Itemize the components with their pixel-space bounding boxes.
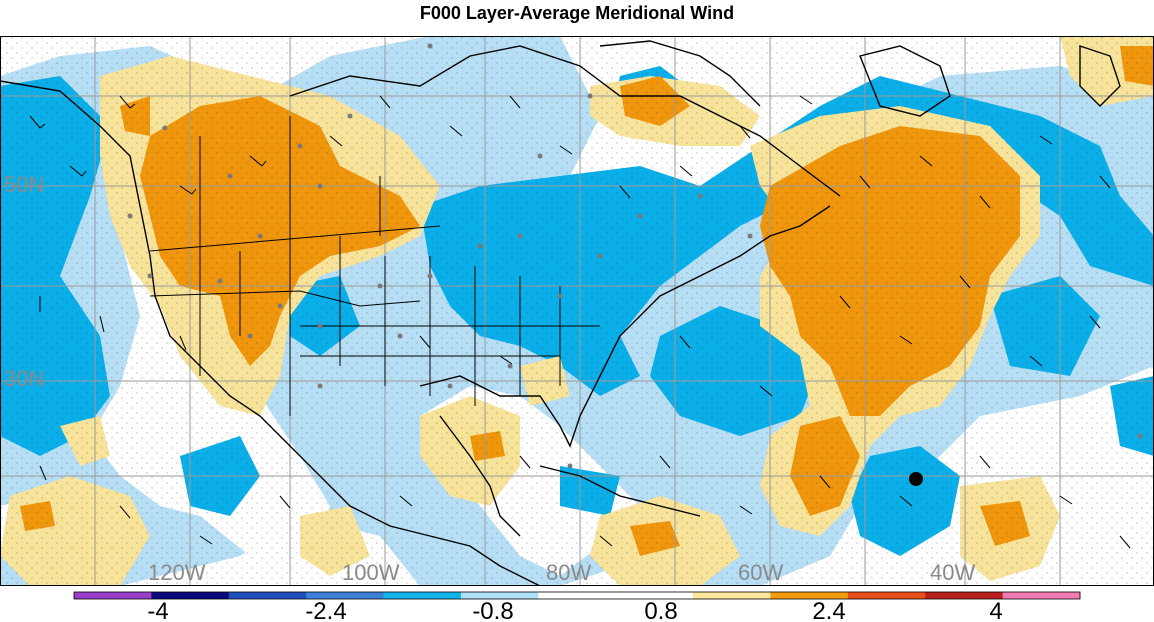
lat-label-50n: 50N — [4, 172, 44, 197]
stipple-overlay — [0, 36, 1154, 586]
station-dots — [127, 43, 1143, 469]
wind-barbs — [29, 95, 1131, 549]
lon-label-120w: 120W — [148, 560, 206, 585]
colorbar-swatch — [693, 592, 771, 599]
colorbar-frame — [73, 591, 1081, 600]
colorbar-tick-label: -0.8 — [472, 598, 513, 622]
lon-label-100w: 100W — [342, 560, 400, 585]
colorbar-tick-label: 2.4 — [812, 598, 845, 622]
colorbar-swatch — [847, 592, 926, 599]
colorbar-swatch — [306, 592, 385, 599]
lon-label-60w: 60W — [738, 560, 783, 585]
meridional-wind-map: 50N 30N 120W 100W 80W 60W 40W — [0, 36, 1154, 586]
colorbar-tick-label: -4 — [147, 598, 168, 622]
colorbar-swatch — [74, 592, 152, 599]
lat-label-30n: 30N — [4, 366, 44, 391]
colorbar-swatch — [228, 592, 307, 599]
colorbar-swatch — [383, 592, 462, 599]
colorbar-tick-label: 0.8 — [644, 598, 677, 622]
colorbar-swatch — [460, 592, 539, 599]
colorbar-swatch — [925, 592, 1004, 599]
political-borders — [149, 116, 600, 416]
colorbar-tick-label: 4 — [989, 598, 1002, 622]
colorbar-swatch — [538, 592, 617, 599]
colorbar: -4 -2.4 -0.8 0.8 2.4 4 — [73, 591, 1081, 622]
lon-label-40w: 40W — [930, 560, 975, 585]
colorbar-swatch — [1002, 592, 1081, 599]
location-marker — [909, 472, 923, 486]
map-title: F000 Layer-Average Meridional Wind — [419, 3, 735, 23]
lon-label-80w: 80W — [546, 560, 591, 585]
colorbar-swatch — [615, 592, 694, 599]
colorbar-swatch — [151, 592, 230, 599]
colorbar-tick-label: -2.4 — [305, 598, 346, 622]
coastlines — [0, 40, 1121, 586]
colorbar-swatch — [770, 592, 849, 599]
colorbar-swatches — [74, 592, 1081, 599]
